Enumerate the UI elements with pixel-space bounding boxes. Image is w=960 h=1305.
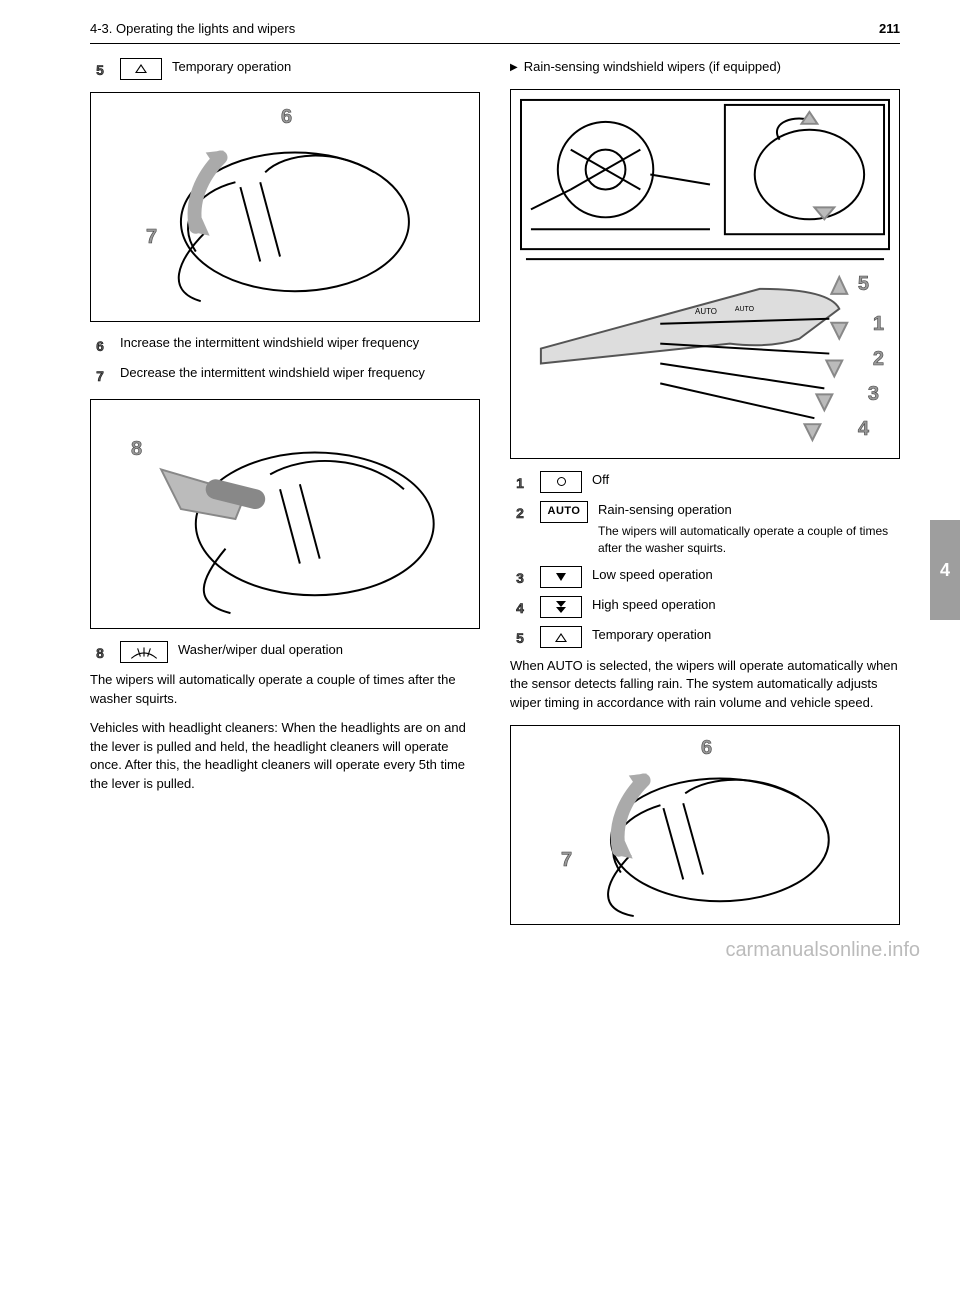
body-text: Vehicles with headlight cleaners: When t… [90,719,480,794]
chapter-tab-label: 4 [940,557,950,583]
page-header: 4-3. Operating the lights and wipers 211 [90,20,900,44]
step-number: 4 [510,596,530,618]
step-text: Temporary operation [172,58,480,77]
stalk-overview-figure: AUTO AUTO 5 1 2 3 4 [510,89,900,459]
wiper-ring-figure-1: 6 7 [90,92,480,322]
step-text: Washer/wiper dual operation [178,641,480,660]
step-text: Rain-sensing operation The wipers will a… [598,501,900,558]
svg-text:AUTO: AUTO [695,306,717,315]
callout-6: 6 [281,103,292,132]
page-number: 211 [879,20,900,39]
chapter-tab: 4 [930,520,960,620]
step-4-right: 4 High speed operation [510,596,900,618]
step-number: 6 [90,334,110,356]
step-text: Low speed operation [592,566,900,585]
step-number: 1 [510,471,530,493]
step-text: Decrease the intermittent windshield wip… [120,364,480,383]
callout-7: 7 [146,223,157,252]
step-number: 8 [90,641,110,663]
step-5-left: 5 Temporary operation [90,58,480,80]
right-column: ▶ Rain-sensing windshield wipers (if equ… [510,58,900,937]
step-5-right: 5 Temporary operation [510,626,900,648]
low-icon [540,566,582,588]
step-2-right: 2 AUTO Rain-sensing operation The wipers… [510,501,900,558]
mist-icon [120,58,162,80]
step-number: 2 [510,501,530,523]
callout-5: 5 [858,270,869,299]
watermark: carmanualsonline.info [725,936,920,965]
svg-text:AUTO: AUTO [735,305,755,312]
callout-1: 1 [873,310,884,339]
callout-3: 3 [868,380,879,409]
auto-paragraph: When AUTO is selected, the wipers will o… [510,657,900,714]
step-number: 7 [90,364,110,386]
mist-icon [540,626,582,648]
sub-heading-text: Rain-sensing windshield wipers (if equip… [524,58,781,77]
left-column: 5 Temporary operation [90,58,480,937]
step-6-left: 6 Increase the intermittent windshield w… [90,334,480,356]
body-text: The wipers will automatically operate a … [90,671,480,709]
step-3-right: 3 Low speed operation [510,566,900,588]
step-text: Off [592,471,900,490]
auto-icon: AUTO [540,501,588,523]
high-icon [540,596,582,618]
step-number: 5 [90,58,110,80]
step-8-left: 8 Washer/wiper dual operation [90,641,480,663]
washer-icon [120,641,168,663]
off-icon [540,471,582,493]
sub-heading: ▶ Rain-sensing windshield wipers (if equ… [510,58,900,77]
section-path: 4-3. Operating the lights and wipers [90,20,295,39]
wiper-washer-figure: 8 [90,399,480,629]
step-number: 3 [510,566,530,588]
callout-7: 7 [561,846,572,875]
callout-2: 2 [873,345,884,374]
step-text: Increase the intermittent windshield wip… [120,334,480,353]
step-text: High speed operation [592,596,900,615]
step-number: 5 [510,626,530,648]
callout-8: 8 [131,435,142,464]
wiper-ring-figure-2: 6 7 [510,725,900,925]
callout-4: 4 [858,415,869,444]
triangle-marker-icon: ▶ [510,58,518,76]
step-text: Temporary operation [592,626,900,645]
step-7-left: 7 Decrease the intermittent windshield w… [90,364,480,386]
callout-6: 6 [701,734,712,763]
step-1-right: 1 Off [510,471,900,493]
